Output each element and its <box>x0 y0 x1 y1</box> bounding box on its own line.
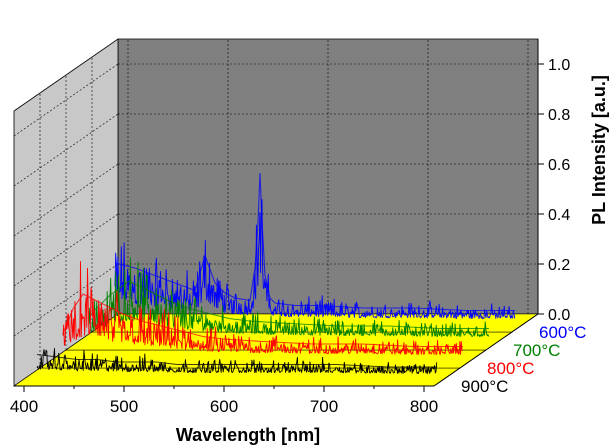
series-envelope-600°C <box>114 172 515 312</box>
chart-traces <box>36 172 516 374</box>
y-axis-label: PL Intensity [a.u.] <box>589 75 609 225</box>
series-envelope-800°C <box>62 293 463 348</box>
x-tick-label: 800 <box>410 397 438 416</box>
x-tick-label: 400 <box>10 397 38 416</box>
chart-axes: 400 500 600 700 800 0.0 0.2 0.4 0.6 0.8 1.0 600°C70… <box>10 39 586 416</box>
series-label: 800°C <box>487 359 534 378</box>
grid-line-side <box>13 163 119 237</box>
y-tick-label: 0.8 <box>548 107 570 124</box>
y-tick-label: 0.0 <box>548 307 570 324</box>
grid-line-side <box>13 113 119 187</box>
x-axis-label: Wavelength [nm] <box>176 425 320 445</box>
series-label: 700°C <box>513 341 560 360</box>
x-tick-label: 500 <box>110 397 138 416</box>
series-line-700°C <box>88 257 490 338</box>
series-line-900°C <box>36 347 438 374</box>
y-tick-label: 0.6 <box>548 157 570 174</box>
series-envelope-700°C <box>88 280 489 330</box>
series-label: 900°C <box>461 377 508 396</box>
y-tick-label: 0.4 <box>548 207 570 224</box>
y-tick-label: 0.2 <box>548 257 570 274</box>
grid-line-side <box>13 263 119 337</box>
series-envelope-900°C <box>36 353 437 368</box>
x-tick-label: 600 <box>210 397 238 416</box>
y-tick-label: 1.0 <box>548 57 570 74</box>
grid-line-side <box>13 63 119 137</box>
series-label: 600°C <box>539 323 586 342</box>
series-line-800°C <box>62 260 463 356</box>
grid-line-side <box>13 213 119 287</box>
x-tick-label: 700 <box>310 397 338 416</box>
depth-axis-line <box>433 313 539 387</box>
